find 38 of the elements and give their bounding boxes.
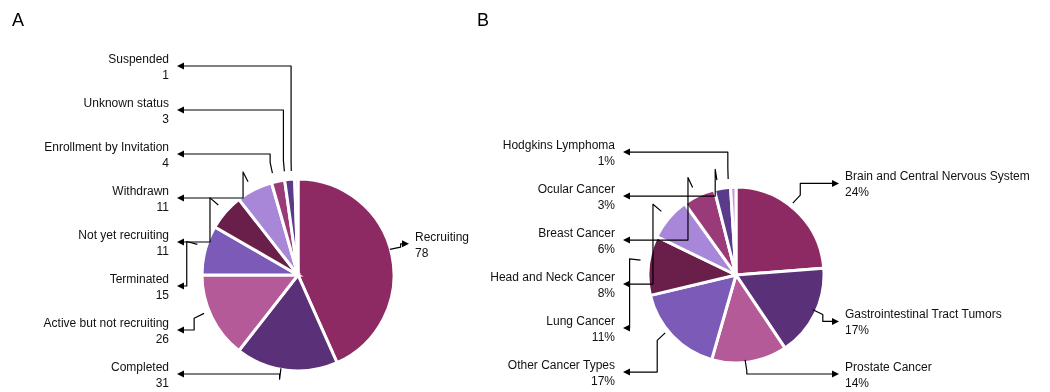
- data-label: 17%: [845, 323, 870, 338]
- data-label: 1%: [597, 154, 616, 169]
- data-label: 3%: [597, 198, 616, 213]
- slice-label: Gastrointestinal Tract Tumors: [845, 307, 1002, 322]
- slice-label: Unknown status: [83, 96, 169, 110]
- data-label: 78: [415, 245, 429, 260]
- slice-label: Lung Cancer: [546, 314, 615, 329]
- data-label: 1: [162, 68, 170, 82]
- slice-label: Breast Cancer: [538, 226, 615, 241]
- slice-label: Prostate Cancer: [845, 360, 932, 374]
- slice-label: Brain and Central Nervous System: [845, 169, 1030, 184]
- data-label: 8%: [597, 286, 616, 301]
- slice-label: Suspended: [108, 52, 169, 66]
- data-label: 14%: [845, 376, 870, 390]
- slice-label: Active but not recruiting: [43, 316, 169, 330]
- data-label: 3: [162, 112, 170, 126]
- slice-label: Head and Neck Cancer: [490, 270, 615, 285]
- slice-label: Other Cancer Types: [507, 358, 615, 373]
- slice-label: Withdrawn: [112, 184, 169, 198]
- slice-label: Terminated: [109, 272, 169, 286]
- data-label: 4: [162, 156, 170, 170]
- data-label: 24%: [845, 185, 870, 200]
- slice-label: Not yet recruiting: [78, 228, 169, 242]
- data-label: 11%: [591, 330, 616, 345]
- slice-label: Enrollment by Invitation: [44, 140, 169, 154]
- chart-title: A: [12, 10, 25, 31]
- slice-label: Hodgkins Lymphoma: [502, 138, 616, 153]
- chart-title: B: [477, 10, 490, 31]
- data-label: 26: [155, 332, 170, 346]
- data-label: 15: [155, 288, 170, 302]
- slice-label: Completed: [110, 360, 169, 374]
- data-label: 11: [156, 244, 170, 258]
- data-label: 17%: [590, 374, 616, 389]
- data-label: 6%: [597, 242, 616, 257]
- data-label: 31: [155, 376, 170, 390]
- slice-label: Recruiting: [415, 229, 470, 244]
- data-label: 11: [156, 200, 170, 214]
- slice-label: Ocular Cancer: [537, 182, 615, 197]
